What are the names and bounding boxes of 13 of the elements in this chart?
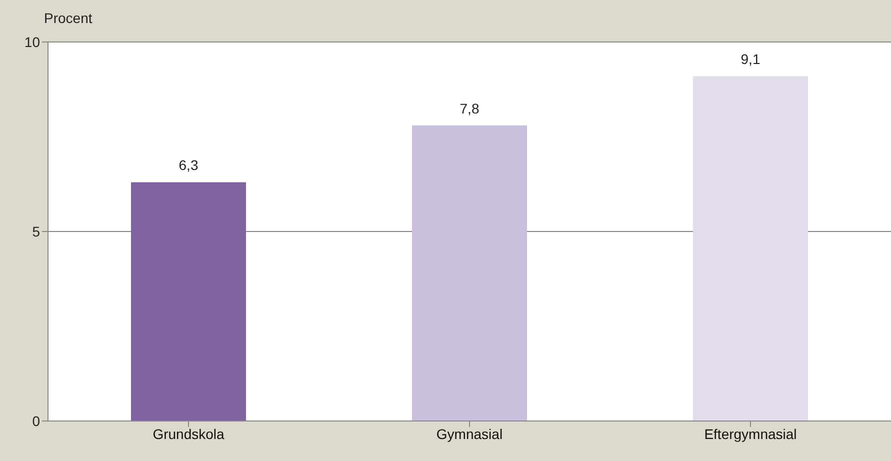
- y-tick-label: 5: [32, 223, 40, 240]
- x-tick-label: Grundskola: [152, 426, 225, 442]
- data-label: 7,8: [460, 100, 480, 116]
- bar: [412, 125, 527, 421]
- bar: [131, 182, 246, 421]
- data-label: 9,1: [740, 51, 760, 68]
- bar: [693, 76, 808, 421]
- y-tick-label: 10: [24, 34, 40, 50]
- y-axis-title: Procent: [44, 10, 92, 26]
- y-tick-label: 0: [32, 412, 40, 429]
- x-tick-label: Eftergymnasial: [704, 426, 797, 442]
- data-label: 6,3: [178, 157, 198, 174]
- x-tick-label: Gymnasial: [436, 426, 503, 442]
